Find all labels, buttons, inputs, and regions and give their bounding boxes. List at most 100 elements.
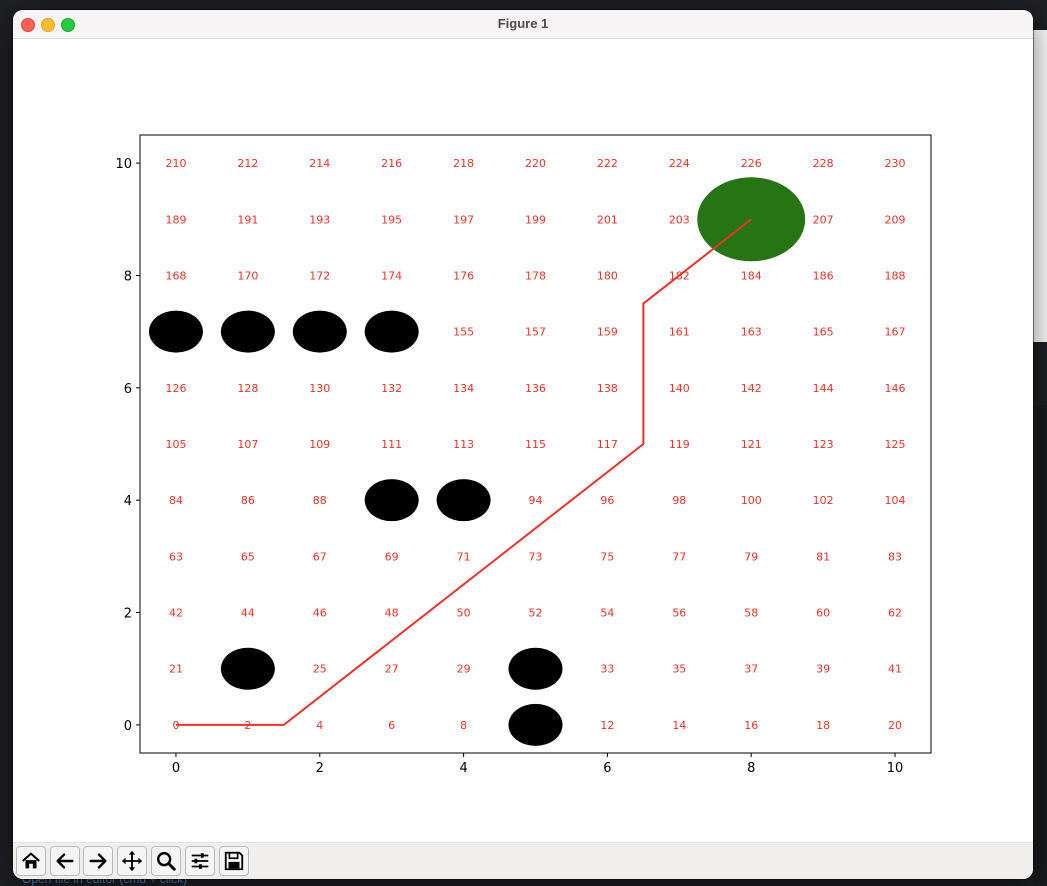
grid-index-label: 228 bbox=[813, 157, 834, 170]
grid-index-label: 128 bbox=[237, 382, 258, 395]
path-line bbox=[175, 218, 752, 726]
grid-index-label: 41 bbox=[888, 663, 902, 676]
y-tick-label: 8 bbox=[124, 269, 132, 284]
obstacle-marker bbox=[364, 479, 419, 522]
grid-index-label: 21 bbox=[169, 663, 183, 676]
grid-index-label: 111 bbox=[381, 438, 402, 451]
grid-index-label: 71 bbox=[457, 550, 471, 563]
grid-index-label: 8 bbox=[460, 719, 467, 732]
figure-canvas[interactable]: 0246810121416182021232527293133353739414… bbox=[13, 39, 1033, 842]
y-tick-label: 4 bbox=[124, 494, 132, 509]
grid-index-label: 172 bbox=[309, 269, 330, 282]
grid-index-label: 105 bbox=[165, 438, 186, 451]
grid-index-label: 157 bbox=[525, 326, 546, 339]
back-button[interactable] bbox=[50, 846, 80, 876]
grid-index-label: 121 bbox=[741, 438, 762, 451]
grid-index-label: 65 bbox=[241, 550, 255, 563]
maximize-window-button[interactable] bbox=[61, 18, 75, 32]
x-tick-label: 2 bbox=[316, 761, 324, 776]
grid-index-label: 167 bbox=[885, 326, 906, 339]
grid-index-label: 140 bbox=[669, 382, 690, 395]
grid-index-label: 109 bbox=[309, 438, 330, 451]
sliders-icon bbox=[191, 853, 209, 869]
grid-index-label: 203 bbox=[669, 213, 690, 226]
obstacle-marker bbox=[436, 479, 491, 522]
grid-index-label: 18 bbox=[816, 719, 830, 732]
pan-button[interactable] bbox=[117, 846, 147, 876]
obstacle-marker bbox=[508, 703, 563, 746]
grid-index-label: 4 bbox=[316, 719, 323, 732]
grid-index-label: 94 bbox=[529, 494, 543, 507]
grid-index-label: 134 bbox=[453, 382, 474, 395]
grid-index-label: 191 bbox=[237, 213, 258, 226]
obstacle-marker bbox=[292, 310, 347, 353]
grid-index-label: 56 bbox=[672, 607, 686, 620]
grid-index-label: 100 bbox=[741, 494, 762, 507]
grid-index-label: 62 bbox=[888, 607, 902, 620]
title-bar[interactable]: Figure 1 bbox=[13, 10, 1033, 39]
grid-index-label: 33 bbox=[600, 663, 614, 676]
grid-index-label: 73 bbox=[529, 550, 543, 563]
arrow-right-icon bbox=[89, 853, 107, 869]
grid-index-label: 126 bbox=[165, 382, 186, 395]
grid-index-label: 193 bbox=[309, 213, 330, 226]
grid-index-label: 165 bbox=[813, 326, 834, 339]
grid-index-label: 20 bbox=[888, 719, 902, 732]
grid-index-label: 16 bbox=[744, 719, 758, 732]
grid-index-label: 117 bbox=[597, 438, 618, 451]
grid-index-label: 14 bbox=[672, 719, 686, 732]
grid-index-label: 35 bbox=[672, 663, 686, 676]
grid-index-label: 146 bbox=[885, 382, 906, 395]
grid-index-label: 224 bbox=[669, 157, 690, 170]
x-tick-label: 10 bbox=[887, 761, 904, 776]
grid-index-label: 188 bbox=[885, 269, 906, 282]
grid-index-label: 144 bbox=[813, 382, 834, 395]
grid-index-label: 212 bbox=[237, 157, 258, 170]
obstacle-marker bbox=[508, 647, 563, 690]
grid-index-label: 218 bbox=[453, 157, 474, 170]
magnifier-icon bbox=[157, 852, 176, 871]
y-tick-label: 10 bbox=[115, 157, 132, 172]
grid-index-label: 77 bbox=[672, 550, 686, 563]
grid-index-label: 186 bbox=[813, 269, 834, 282]
grid-index-label: 159 bbox=[597, 326, 618, 339]
axes-frame bbox=[139, 134, 932, 754]
minimize-window-button[interactable] bbox=[41, 18, 55, 32]
grid-index-label: 46 bbox=[313, 607, 327, 620]
grid-index-label: 168 bbox=[165, 269, 186, 282]
grid-index-label: 138 bbox=[597, 382, 618, 395]
close-window-button[interactable] bbox=[21, 18, 35, 32]
background-window-fragment bbox=[1033, 30, 1047, 342]
grid-index-label: 174 bbox=[381, 269, 402, 282]
grid-index-label: 142 bbox=[741, 382, 762, 395]
configure-subplots-button[interactable] bbox=[185, 846, 215, 876]
grid-index-label: 27 bbox=[385, 663, 399, 676]
grid-index-label: 189 bbox=[165, 213, 186, 226]
grid-index-label: 226 bbox=[741, 157, 762, 170]
grid-index-label: 58 bbox=[744, 607, 758, 620]
forward-button[interactable] bbox=[83, 846, 113, 876]
zoom-button[interactable] bbox=[151, 846, 181, 876]
y-tick-label: 2 bbox=[124, 607, 132, 622]
x-tick-label: 6 bbox=[603, 761, 611, 776]
home-icon bbox=[22, 852, 40, 869]
grid-index-label: 44 bbox=[241, 607, 255, 620]
home-button[interactable] bbox=[16, 846, 46, 876]
move-icon bbox=[121, 850, 143, 872]
grid-index-label: 102 bbox=[813, 494, 834, 507]
grid-index-label: 96 bbox=[600, 494, 614, 507]
grid-index-label: 155 bbox=[453, 326, 474, 339]
floppy-disk-icon bbox=[224, 851, 244, 871]
grid-index-label: 54 bbox=[600, 607, 614, 620]
desktop-background-left bbox=[0, 0, 13, 885]
grid-index-label: 170 bbox=[237, 269, 258, 282]
grid-index-label: 25 bbox=[313, 663, 327, 676]
save-button[interactable] bbox=[219, 846, 249, 876]
navigation-toolbar bbox=[13, 842, 1033, 879]
grid-index-label: 201 bbox=[597, 213, 618, 226]
grid-index-label: 230 bbox=[885, 157, 906, 170]
figure-window: Figure 1 0246810121416182021232527293133… bbox=[13, 10, 1033, 879]
grid-index-label: 207 bbox=[813, 213, 834, 226]
grid-index-label: 130 bbox=[309, 382, 330, 395]
grid-index-label: 195 bbox=[381, 213, 402, 226]
